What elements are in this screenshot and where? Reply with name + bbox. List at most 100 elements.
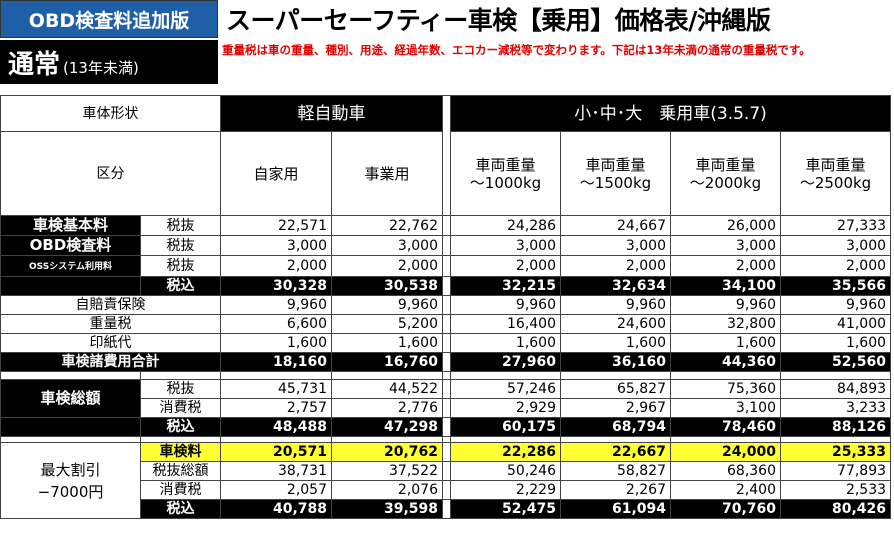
sogaku_zeinuki-value-2: 57,246 — [450, 379, 561, 399]
spacer-cell — [140, 371, 221, 380]
shohiyo-value-0: 18,160 — [220, 352, 332, 372]
weight-tax-note: 重量税は車の重量、種別、用途、経過年数、エコカー減税等で変わります。下記は13年… — [222, 43, 811, 57]
normal-label-big: 通常 — [8, 50, 61, 80]
column-gap — [442, 276, 451, 296]
jibaiseki-label: 自賠責保険 — [0, 295, 221, 315]
d_zeinuki-value-4: 68,360 — [670, 461, 781, 481]
column-gap — [442, 333, 451, 353]
column-gap — [442, 314, 451, 334]
d-shakenryo-label: 車検料 — [140, 442, 221, 462]
d_zeikomi-value-1: 39,598 — [331, 499, 443, 519]
sogaku_zeikomi-spacer — [0, 417, 141, 437]
sogaku_zeinuki-value-1: 44,522 — [331, 379, 443, 399]
shohiyo-row: 車検諸費用合計 18,160 16,760 27,960 36,160 44,360 52,… — [0, 352, 892, 372]
d_shakenryo-value-0: 20,571 — [220, 442, 332, 462]
column-header-4: 車両重量 ～2000kg — [670, 131, 781, 216]
shohiyo-value-4: 44,360 — [670, 352, 781, 372]
d-zeikomi-row: 税込 40,788 39,598 52,475 61,094 70,760 80,426 — [1, 499, 892, 519]
zeikomi1-value-0: 30,328 — [220, 276, 332, 296]
shaken_kihon-value-5: 27,333 — [779, 215, 892, 236]
normal-label: 通常 (13年未満) — [0, 40, 218, 84]
sogaku_zeinuki-value-5: 84,893 — [779, 379, 892, 399]
jibaiseki-value-1: 9,960 — [331, 295, 443, 315]
sogaku_zeikomi-value-0: 48,488 — [220, 417, 332, 437]
column-gap — [442, 95, 451, 216]
zeikomi1-label: 税込 — [140, 276, 221, 296]
zeikomi1-value-4: 34,100 — [670, 276, 781, 296]
sogaku-shohizei-label: 消費税 — [140, 398, 221, 418]
oss-value-3: 2,000 — [560, 255, 671, 277]
spacer-cell — [331, 371, 443, 380]
sogaku_shohizei-value-5: 3,233 — [779, 398, 892, 418]
d_shakenryo-value-4: 24,000 — [670, 442, 781, 462]
column-gap — [442, 417, 451, 437]
obd-row: OBD検査料 税抜 3,000 3,000 3,000 3,000 3,000 3,000 — [0, 235, 892, 256]
d_zeinuki-value-5: 77,893 — [779, 461, 892, 481]
d_zeinuki-label: 税抜総額 — [140, 461, 221, 481]
zeikomi1-value-1: 30,538 — [331, 276, 443, 296]
shaken_kihon-value-0: 22,571 — [220, 215, 332, 236]
juryozei-value-5: 41,000 — [779, 314, 892, 334]
body-type-label: 車体形状 — [0, 95, 221, 132]
d-zeikomi-label: 税込 — [140, 499, 221, 519]
passenger-category: 小･中･大 乗用車(3.5.7) — [449, 95, 892, 132]
spacer-cell — [779, 371, 892, 380]
discount-label: 最大割引 −7000円 — [0, 442, 141, 519]
column-gap — [442, 442, 451, 462]
sogaku-zeinuki-label: 税抜 — [140, 379, 221, 399]
sogaku_zeinuki-value-3: 65,827 — [560, 379, 671, 399]
column-gap — [442, 461, 451, 481]
d_zeinuki-value-0: 38,731 — [220, 461, 332, 481]
column-gap — [442, 352, 451, 372]
kei-category: 軽自動車 — [220, 95, 443, 132]
sogaku_shohizei-value-3: 2,967 — [560, 398, 671, 418]
zeikomi1-spacer — [0, 276, 141, 296]
zeikomi1-value-5: 35,566 — [779, 276, 892, 296]
obd-value-2: 3,000 — [450, 235, 561, 256]
jibaiseki-row: 自賠責保険 9,960 9,960 9,960 9,960 9,960 9,960 — [0, 295, 892, 315]
inshi-value-5: 1,600 — [779, 333, 892, 353]
column-header-1: 事業用 — [331, 131, 443, 216]
column-header-row: 区分 自家用 事業用 車両重量 ～1000kg 車両重量 ～1500kg 車両重量 ～2000k… — [0, 131, 892, 216]
inshi-value-0: 1,600 — [220, 333, 332, 353]
inshi-value-4: 1,600 — [670, 333, 781, 353]
obd-label: OBD検査料 — [0, 235, 141, 256]
column-gap — [442, 295, 451, 315]
inshi-row: 印紙代 1,600 1,600 1,600 1,600 1,600 1,600 — [0, 333, 892, 353]
column-gap — [442, 215, 451, 236]
d_shakenryo-value-3: 22,667 — [560, 442, 671, 462]
spacer-cell — [220, 371, 332, 380]
spacer-row — [0, 371, 892, 380]
d_shohizei-value-4: 2,400 — [670, 480, 781, 500]
obd-value-4: 3,000 — [670, 235, 781, 256]
zeikomi1-value-3: 32,634 — [560, 276, 671, 296]
spacer-cell — [442, 371, 451, 380]
jibaiseki-value-0: 9,960 — [220, 295, 332, 315]
column-gap — [442, 379, 451, 399]
discount-shakenryo-row: 最大割引 −7000円 車検料 20,571 20,762 22,286 22,667 24,… — [0, 442, 892, 519]
d_zeinuki-value-3: 58,827 — [560, 461, 671, 481]
sogaku_zeikomi-value-4: 78,460 — [670, 417, 781, 437]
sogaku_zeikomi-value-2: 60,175 — [450, 417, 561, 437]
sogaku_shohizei-value-2: 2,929 — [450, 398, 561, 418]
juryozei-value-3: 24,600 — [560, 314, 671, 334]
oss-value-2: 2,000 — [450, 255, 561, 277]
spacer-cell — [450, 371, 561, 380]
sogaku-label: 車検総額 — [0, 379, 141, 418]
shaken_kihon-sub: 税抜 — [140, 215, 221, 236]
shaken_kihon-value-3: 24,667 — [560, 215, 671, 236]
obd-value-5: 3,000 — [779, 235, 892, 256]
normal-label-small: (13年未満) — [63, 59, 139, 77]
shohiyo-value-3: 36,160 — [560, 352, 671, 372]
d_shakenryo-value-5: 25,333 — [779, 442, 892, 462]
juryozei-value-1: 5,200 — [331, 314, 443, 334]
column-gap — [442, 499, 451, 519]
sogaku-zeinuki-row: 車検総額 税抜 45,731 44,522 57,246 65,827 75,360 84,8… — [0, 379, 892, 418]
shaken_kihon-row: 車検基本料 税抜 22,571 22,762 24,286 24,667 26,000 27,… — [0, 215, 892, 236]
jibaiseki-value-3: 9,960 — [560, 295, 671, 315]
sogaku_shohizei-value-1: 2,776 — [331, 398, 443, 418]
column-header-5: 車両重量 ～2500kg — [779, 131, 892, 216]
inshi-value-1: 1,600 — [331, 333, 443, 353]
juryozei-label: 重量税 — [0, 314, 221, 334]
inshi-label: 印紙代 — [0, 333, 221, 353]
